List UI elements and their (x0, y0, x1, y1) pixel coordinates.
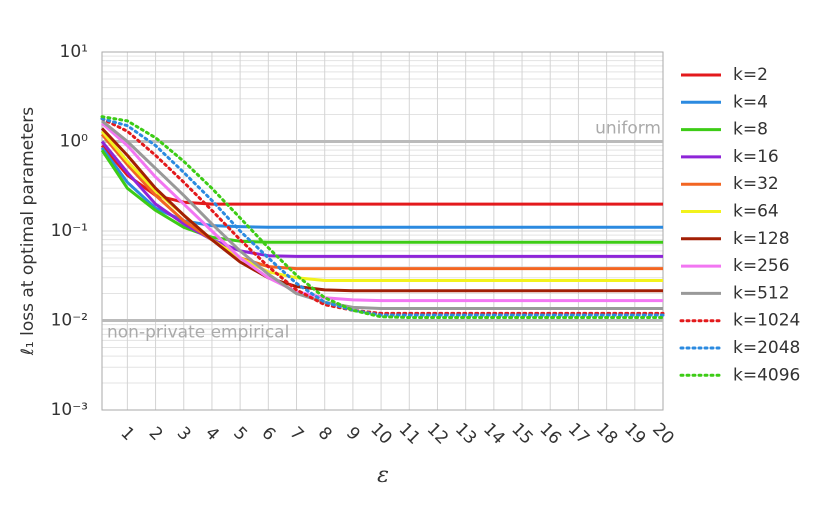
series-line (100, 117, 665, 317)
series-line (100, 140, 663, 258)
x-axis-label: ε (377, 463, 389, 488)
x-tick-label: 1 (116, 423, 138, 445)
legend-label: k=8 (733, 120, 768, 140)
x-tick-label: 8 (314, 423, 336, 445)
plot-border (101, 51, 664, 411)
x-tick-label: 7 (286, 423, 308, 445)
x-tick-label: 16 (536, 419, 565, 448)
legend-label: k=256 (733, 256, 790, 276)
x-tick-label: 13 (451, 419, 480, 448)
series-line (100, 115, 665, 319)
x-tick-label: 20 (648, 419, 677, 448)
x-tick-label: 6 (257, 423, 279, 445)
legend-label: k=32 (733, 174, 779, 194)
legend-label: k=512 (733, 283, 790, 303)
x-tick-label: 2 (145, 423, 167, 445)
y-tick-label: 10¹ (60, 42, 88, 62)
legend-label: k=4096 (733, 365, 800, 385)
series-line (101, 122, 663, 303)
reference-label: non-private empirical (107, 323, 289, 343)
y-tick-label: 10⁰ (60, 132, 89, 152)
series-line (100, 133, 663, 271)
y-tick-label: 10⁻² (51, 311, 88, 331)
legend-label: k=64 (733, 202, 779, 222)
x-tick-label: 12 (423, 419, 452, 448)
x-tick-label: 15 (507, 419, 536, 448)
y-axis-label: ℓ₁ loss at optimal parameters (18, 107, 38, 356)
reference-label: uniform (595, 119, 661, 139)
x-tick-label: 9 (342, 423, 364, 445)
x-tick-label: 18 (592, 419, 621, 448)
legend-label: k=2048 (733, 338, 800, 358)
legend-label: k=16 (733, 147, 779, 167)
series-line (100, 127, 663, 293)
x-tick-label: 17 (564, 419, 593, 448)
series-line (101, 119, 663, 310)
x-tick-label: 4 (201, 423, 223, 445)
series-line (100, 117, 665, 315)
legend-label: k=2 (733, 65, 768, 85)
legend-label: k=128 (733, 229, 790, 249)
legend-label: k=4 (733, 92, 768, 112)
x-tick-label: 10 (366, 419, 395, 448)
y-tick-label: 10⁻¹ (51, 221, 88, 241)
x-tick-label: 11 (395, 419, 424, 448)
legend-label: k=1024 (733, 311, 800, 331)
y-tick-label: 10⁻³ (51, 400, 88, 420)
x-tick-label: 19 (620, 419, 649, 448)
x-tick-label: 3 (173, 423, 195, 445)
x-tick-label: 14 (479, 419, 508, 448)
x-tick-label: 5 (229, 423, 251, 445)
